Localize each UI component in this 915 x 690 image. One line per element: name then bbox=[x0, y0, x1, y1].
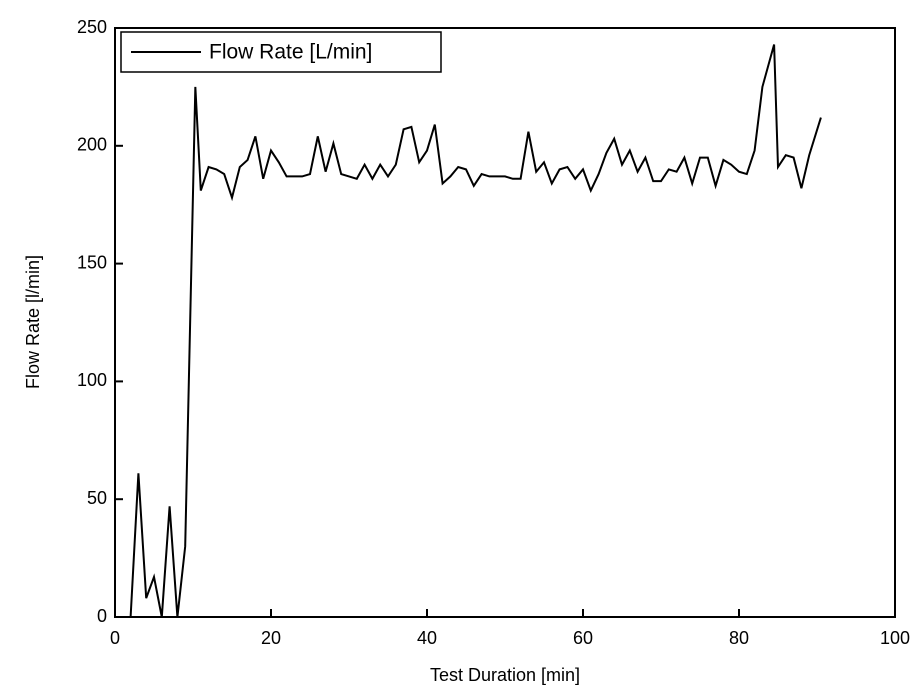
x-tick-label: 40 bbox=[417, 628, 437, 648]
x-tick-label: 80 bbox=[729, 628, 749, 648]
x-tick-label: 100 bbox=[880, 628, 910, 648]
y-tick-label: 50 bbox=[87, 488, 107, 508]
y-tick-label: 0 bbox=[97, 606, 107, 626]
x-axis-label: Test Duration [min] bbox=[430, 665, 580, 685]
y-tick-label: 150 bbox=[77, 252, 107, 272]
y-tick-label: 250 bbox=[77, 17, 107, 37]
y-tick-label: 200 bbox=[77, 135, 107, 155]
y-axis-label: Flow Rate [l/min] bbox=[23, 255, 43, 389]
legend-label: Flow Rate [L/min] bbox=[209, 41, 372, 64]
y-tick-label: 100 bbox=[77, 370, 107, 390]
x-tick-label: 60 bbox=[573, 628, 593, 648]
plot-frame bbox=[114, 27, 896, 618]
x-tick-label: 0 bbox=[110, 628, 120, 648]
series-line bbox=[122, 44, 822, 618]
x-tick-label: 20 bbox=[261, 628, 281, 648]
